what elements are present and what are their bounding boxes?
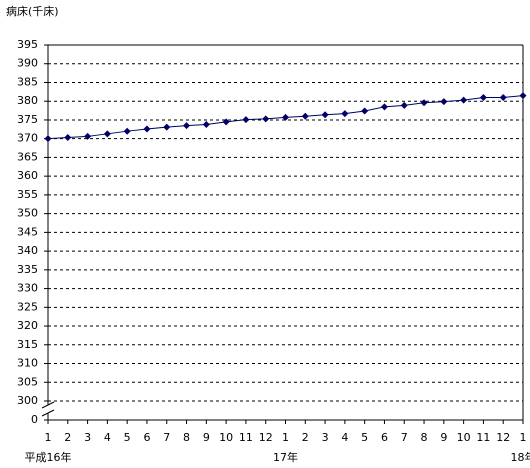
y-tick-label: 365 [17,150,38,163]
marker [519,92,527,100]
x-tick-label: 6 [381,431,388,444]
year-label: 平成16年 [25,450,72,464]
y-tick-label: 335 [17,263,38,276]
marker [163,123,171,131]
year-label: 17年 [273,450,298,464]
x-tick-label: 4 [341,431,348,444]
y-tick-label: 330 [17,282,38,295]
axis-break [41,409,55,417]
y-tick-label: 355 [17,188,38,201]
marker [143,125,151,133]
marker [420,99,428,107]
x-tick-label: 12 [259,431,273,444]
x-tick-label: 3 [84,431,91,444]
x-tick-label: 7 [163,431,170,444]
year-label: 18年 [511,450,530,464]
x-tick-label: 8 [421,431,428,444]
x-tick-label: 2 [64,431,71,444]
marker [479,93,487,101]
x-tick-label: 1 [282,431,289,444]
y-tick-label: 315 [17,338,38,351]
marker [499,93,507,101]
x-tick-label: 7 [401,431,408,444]
y-tick-label: 385 [17,75,38,88]
marker [123,127,131,135]
y-tick-label: 0 [31,413,38,426]
x-tick-label: 1 [520,431,527,444]
marker [262,115,270,123]
marker [341,110,349,118]
axis-break [41,401,55,409]
marker [183,122,191,130]
x-tick-label: 11 [239,431,253,444]
y-tick-label: 300 [17,394,38,407]
marker [202,120,210,128]
y-tick-label: 375 [17,113,38,126]
x-tick-label: 5 [361,431,368,444]
x-tick-label: 3 [322,431,329,444]
y-tick-label: 340 [17,244,38,257]
marker [84,132,92,140]
marker [460,96,468,104]
marker [103,130,111,138]
x-tick-label: 8 [183,431,190,444]
y-tick-label: 360 [17,169,38,182]
chart-title: 病床(千床) [6,4,59,18]
marker [301,112,309,120]
y-tick-label: 380 [17,94,38,107]
y-tick-label: 390 [17,57,38,70]
marker [44,135,52,143]
y-tick-label: 395 [17,38,38,51]
x-tick-label: 10 [457,431,471,444]
x-tick-label: 2 [302,431,309,444]
marker [64,134,72,142]
x-tick-label: 1 [45,431,52,444]
marker [282,113,289,121]
marker [440,98,448,106]
x-tick-label: 11 [476,431,490,444]
x-tick-label: 9 [440,431,447,444]
x-tick-label: 6 [143,431,150,444]
marker [222,118,230,126]
y-tick-label: 305 [17,375,38,388]
marker [400,101,408,109]
y-tick-label: 350 [17,207,38,220]
x-tick-label: 5 [124,431,131,444]
x-tick-label: 9 [203,431,210,444]
marker [361,107,369,115]
y-tick-label: 310 [17,357,38,370]
y-tick-label: 325 [17,300,38,313]
marker [242,116,250,124]
y-tick-label: 320 [17,319,38,332]
y-tick-label: 370 [17,132,38,145]
y-tick-label: 345 [17,225,38,238]
x-tick-label: 12 [496,431,510,444]
marker [380,103,388,111]
x-tick-label: 4 [104,431,111,444]
x-tick-label: 10 [219,431,233,444]
marker [321,111,329,119]
